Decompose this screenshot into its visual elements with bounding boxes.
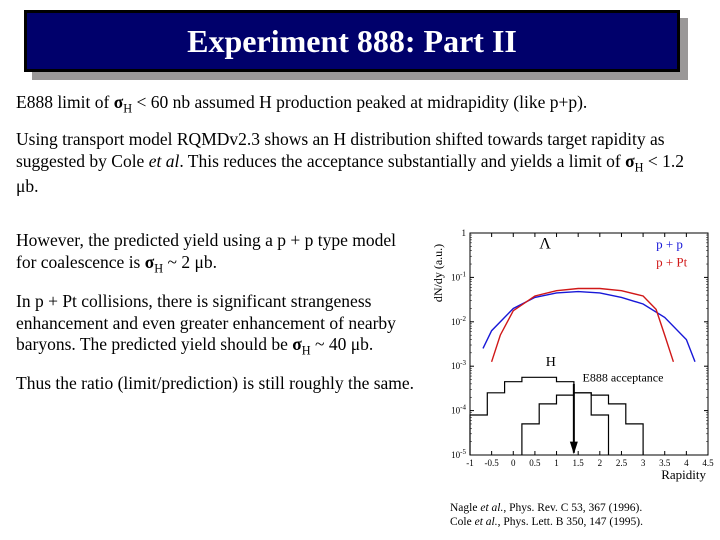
svg-text:2: 2: [598, 458, 603, 468]
paragraph-1: E888 limit of σH < 60 nb assumed H produ…: [16, 92, 704, 117]
svg-text:1: 1: [554, 458, 559, 468]
citation-1: Nagle et al., Phys. Rev. C 53, 367 (1996…: [450, 502, 643, 516]
p1-sub: H: [123, 102, 132, 116]
lower-text: However, the predicted yield using a p +…: [16, 230, 416, 409]
svg-text:E888 acceptance: E888 acceptance: [583, 371, 664, 385]
p1-pre: E888 limit of: [16, 92, 114, 112]
p3-sub: H: [154, 261, 163, 275]
svg-text:0.5: 0.5: [529, 458, 541, 468]
svg-text:-1: -1: [466, 458, 474, 468]
svg-text:10-5: 10-5: [451, 448, 466, 460]
c1-etal: et al.: [480, 502, 503, 514]
c1-pre: Nagle: [450, 502, 480, 514]
svg-text:1.5: 1.5: [573, 458, 585, 468]
p2-etal: et al: [149, 151, 180, 171]
p4-post: ~ 40 μb.: [311, 334, 374, 354]
svg-text:10-4: 10-4: [451, 404, 466, 416]
p1-post: < 60 nb assumed H production peaked at m…: [132, 92, 587, 112]
p4-sub: H: [302, 344, 311, 358]
svg-text:10-1: 10-1: [451, 270, 466, 282]
p2-sub: H: [635, 160, 644, 174]
svg-text:H: H: [546, 355, 556, 370]
p2-sigma: σ: [625, 151, 635, 171]
svg-text:10-3: 10-3: [451, 359, 466, 371]
citations: Nagle et al., Phys. Rev. C 53, 367 (1996…: [450, 502, 643, 530]
title-bar: Experiment 888: Part II: [24, 10, 680, 72]
p3-post: ~ 2 μb.: [163, 252, 217, 272]
rapidity-chart: 10-5 10-4 10-3 10-2 10-1 1 -1 -0.5 0 0.5 1 1.5 2 2.5 3…: [428, 225, 718, 483]
c1-post: , Phys. Rev. C 53, 367 (1996).: [503, 502, 642, 514]
paragraph-4: In p + Pt collisions, there is significa…: [16, 291, 416, 360]
svg-text:Rapidity: Rapidity: [661, 467, 706, 482]
chart-svg: 10-5 10-4 10-3 10-2 10-1 1 -1 -0.5 0 0.5 1 1.5 2 2.5 3…: [428, 225, 718, 483]
svg-text:p + Pt: p + Pt: [656, 254, 688, 269]
svg-text:0: 0: [511, 458, 516, 468]
svg-text:p + p: p + p: [656, 237, 683, 252]
p1-sigma: σ: [114, 92, 124, 112]
citation-2: Cole et al., Phys. Lett. B 350, 147 (199…: [450, 516, 643, 530]
svg-text:2.5: 2.5: [616, 458, 628, 468]
p2-mid: . This reduces the acceptance substantia…: [179, 151, 625, 171]
c2-post: , Phys. Lett. B 350, 147 (1995).: [498, 516, 643, 528]
p4-sigma: σ: [292, 334, 302, 354]
paragraph-5: Thus the ratio (limit/prediction) is sti…: [16, 373, 416, 395]
svg-text:10-2: 10-2: [451, 315, 466, 327]
plot-group: 10-5 10-4 10-3 10-2 10-1 1 -1 -0.5 0 0.5 1 1.5 2 2.5 3…: [431, 228, 714, 482]
svg-text:-0.5: -0.5: [485, 458, 500, 468]
p3-sigma: σ: [145, 252, 155, 272]
svg-text:dN/dy (a.u.): dN/dy (a.u.): [431, 244, 445, 302]
c2-etal: et al.: [475, 516, 498, 528]
page-title: Experiment 888: Part II: [187, 23, 517, 60]
svg-text:Λ: Λ: [539, 236, 551, 253]
body-text: E888 limit of σH < 60 nb assumed H produ…: [16, 92, 704, 209]
c2-pre: Cole: [450, 516, 475, 528]
svg-text:3: 3: [641, 458, 646, 468]
svg-text:1: 1: [462, 228, 467, 238]
paragraph-2: Using transport model RQMDv2.3 shows an …: [16, 129, 704, 198]
paragraph-3: However, the predicted yield using a p +…: [16, 230, 416, 277]
